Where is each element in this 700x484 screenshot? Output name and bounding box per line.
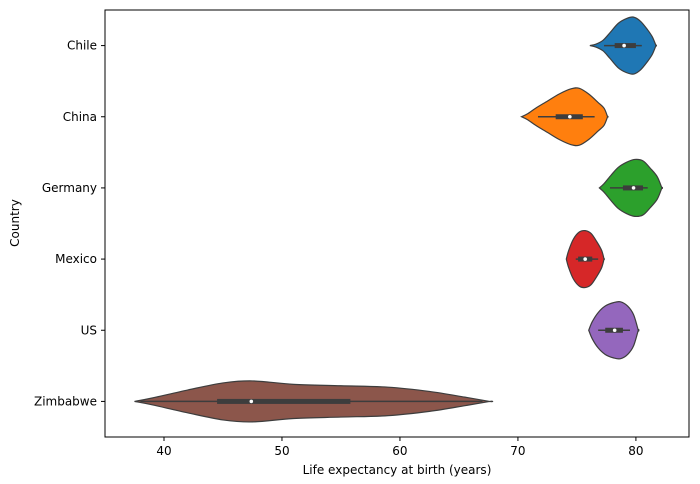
median-point-zimbabwe	[249, 399, 254, 404]
violin-us	[588, 300, 640, 360]
violin-zimbabwe	[134, 380, 494, 423]
x-tick-label: 80	[628, 444, 643, 458]
y-tick-label: Chile	[67, 39, 97, 53]
median-point-chile	[622, 43, 626, 48]
y-tick-label: US	[81, 323, 97, 337]
violin-germany	[598, 158, 664, 218]
violin-china	[520, 87, 609, 147]
median-point-mexico	[583, 257, 587, 261]
y-axis-ticks: Chile China Germany Mexico US Zimbabwe	[34, 39, 105, 408]
x-axis-ticks: 40 50 60 70 80	[156, 437, 644, 458]
y-tick-label: Zimbabwe	[34, 394, 97, 408]
violins-layer	[134, 16, 664, 423]
median-point-china	[568, 114, 572, 119]
y-tick-label: Mexico	[55, 252, 97, 266]
x-tick-label: 70	[510, 444, 525, 458]
x-axis-label: Life expectancy at birth (years)	[303, 463, 492, 477]
plot-frame	[104, 9, 690, 438]
x-tick-label: 40	[156, 444, 171, 458]
y-tick-label: China	[63, 110, 97, 124]
x-tick-label: 50	[274, 444, 289, 458]
violin-chile	[589, 16, 658, 75]
y-axis-label: Country	[8, 199, 22, 247]
median-point-germany	[631, 186, 636, 190]
violin-mexico	[565, 229, 605, 289]
iqr-box-zimbabwe	[217, 398, 351, 404]
x-tick-label: 60	[392, 444, 407, 458]
median-point-us	[612, 328, 617, 333]
y-tick-label: Germany	[42, 181, 97, 195]
